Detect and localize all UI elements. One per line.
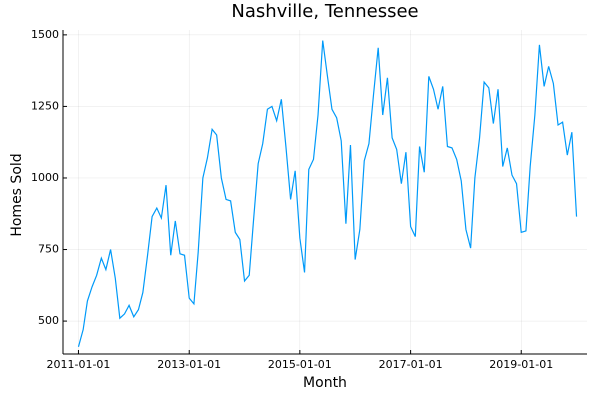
x-tick-label: 2011-01-01 bbox=[46, 358, 110, 371]
y-axis-label: Homes Sold bbox=[9, 153, 25, 236]
y-tick-label: 750 bbox=[38, 243, 59, 256]
data-line bbox=[77, 40, 578, 347]
chart-title: Nashville, Tennessee bbox=[231, 1, 418, 22]
x-tick-label: 2019-01-01 bbox=[489, 358, 553, 371]
y-tick-label: 1250 bbox=[31, 99, 59, 112]
x-axis-label: Month bbox=[303, 375, 347, 391]
x-tick-label: 2013-01-01 bbox=[157, 358, 221, 371]
x-tick-label: 2017-01-01 bbox=[379, 358, 443, 371]
y-tick-label: 1500 bbox=[31, 28, 59, 41]
y-tick-label: 500 bbox=[38, 314, 59, 327]
y-tick-label: 1000 bbox=[31, 171, 59, 184]
x-tick-label: 2015-01-01 bbox=[268, 358, 332, 371]
